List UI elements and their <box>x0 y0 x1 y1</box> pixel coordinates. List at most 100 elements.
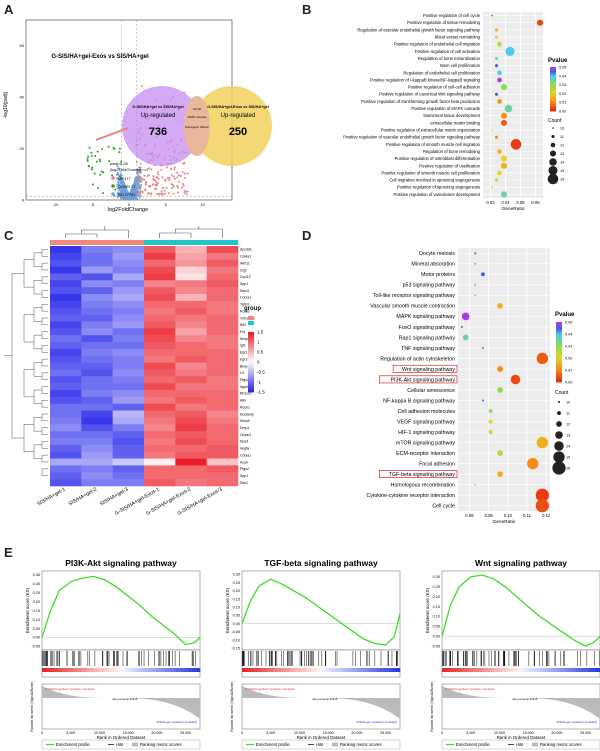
heatmap-cell <box>50 403 82 411</box>
heatmap-cell <box>50 390 82 398</box>
heatmap-cell <box>144 424 176 432</box>
gsea-rank-colorbar-segment <box>328 668 334 672</box>
volcano-point-no <box>128 198 130 201</box>
heatmap-cell <box>206 451 239 459</box>
gsea-rank-colorbar-segment <box>285 668 290 672</box>
heatmap-cell <box>50 376 82 384</box>
panel-label-b: B <box>302 2 312 17</box>
volcano-point-no <box>119 191 121 194</box>
heatmap-cell <box>175 342 207 350</box>
gsea-rank-frame <box>41 683 201 730</box>
dotplot-point <box>497 41 502 47</box>
volcano-point-no <box>118 177 121 180</box>
pvalue-colorbar-segment <box>556 364 562 366</box>
heatmap-cell <box>81 348 113 357</box>
heatmap-cell <box>175 294 207 302</box>
dotplot-point <box>494 64 499 68</box>
gsea-rank-colorbar-segment <box>521 668 526 672</box>
gsea-rank-colorbar-segment <box>352 668 357 672</box>
gsea-rank-colorbar-segment <box>192 668 197 672</box>
pvalue-colorbar-segment <box>550 105 556 107</box>
go-pvalue-title: Pvalue <box>548 58 568 64</box>
heatmap-cell <box>175 355 207 363</box>
gsea-rank-colorbar-segment <box>42 668 47 672</box>
pvalue-colorbar-segment <box>556 341 562 344</box>
dotplot-term-label: Cytokine-cytokine receptor interaction <box>366 493 455 499</box>
venn-left-count: 736 <box>149 126 167 138</box>
heatmap-colorbar-segment <box>248 354 254 357</box>
volcano-point-up <box>178 180 181 183</box>
heatmap-cell <box>175 246 207 254</box>
group-legend-swatch <box>248 321 254 325</box>
dotplot-term-label: Vascular smooth muscle contraction <box>370 304 455 310</box>
heatmap-cell <box>206 342 239 350</box>
dotplot-point <box>474 252 477 255</box>
heatmap-cell <box>112 472 145 480</box>
heatmap-cell <box>206 252 239 261</box>
pvalue-tick: 0.02 <box>565 357 572 361</box>
heatmap-cell <box>206 355 239 363</box>
volcano-point-down <box>99 173 102 176</box>
heatmap-gene-label: Dcstamp <box>240 412 254 416</box>
gsea-rank-x-tick: 25,000 <box>180 731 191 735</box>
count-legend-dot <box>552 127 554 129</box>
volcano-x-tick: -10 <box>53 202 60 207</box>
pvalue-colorbar-segment <box>556 331 562 333</box>
gsea-rank-colorbar-segment <box>45 668 51 672</box>
heatmap-colorbar-segment <box>248 360 254 363</box>
gsea-y-tick: 0.30 <box>233 573 240 577</box>
gsea-y-tick: 0.00 <box>233 622 240 626</box>
heatmap-cell <box>206 417 239 425</box>
pvalue-colorbar-segment <box>556 343 562 345</box>
volcano-point-up <box>183 161 186 164</box>
dotplot-point <box>494 178 499 182</box>
heatmap-cell <box>81 321 113 329</box>
heatmap-gene-label: Col3a1 <box>240 453 251 457</box>
volcano-point-up <box>185 193 188 196</box>
heatmap-gene-label: Ptgs2 <box>240 378 249 382</box>
heatmap-cell <box>144 369 176 377</box>
gsea-rank-frame <box>441 683 600 730</box>
gsea-rank-colorbar-segment <box>196 668 201 672</box>
volcano-y-label: -log10(padj) <box>3 91 9 118</box>
heatmap-colorbar-segment <box>248 384 254 387</box>
gsea-rank-colorbar-segment <box>160 668 165 672</box>
gsea-rank-x-tick: 15,000 <box>523 731 534 735</box>
volcano-legend-title2: |log2FoldChange|>=1 <box>110 167 149 172</box>
gsea-rank-colorbar-segment <box>321 668 326 672</box>
heatmap-cell <box>81 273 113 281</box>
gsea-rank-colorbar-segment <box>528 668 534 672</box>
heatmap-cell <box>175 369 207 377</box>
heatmap-cell <box>50 424 82 432</box>
heatmap-colorbar-segment <box>248 341 254 343</box>
gsea-rank-colorbar-segment <box>49 668 55 672</box>
heatmap-cell <box>175 444 207 453</box>
heatmap-cell <box>112 396 145 405</box>
gsea-rank-colorbar-segment <box>489 668 494 672</box>
heatmap-cell <box>206 362 239 370</box>
volcano-point-down <box>86 160 89 163</box>
dotplot-point <box>497 70 502 76</box>
heatmap-cell <box>112 328 145 336</box>
gsea-rank-colorbar-segment <box>132 668 138 672</box>
heatmap-cell <box>144 431 176 439</box>
heatmap-cell <box>50 410 82 418</box>
dotplot-point <box>536 352 549 365</box>
pvalue-colorbar-segment <box>556 328 562 330</box>
volcano-x-tick: 10 <box>200 202 205 207</box>
gsea-rank-x-tick: 0 <box>241 731 243 735</box>
kegg-count-title: Count <box>555 390 569 396</box>
volcano-point-no <box>136 173 139 176</box>
pvalue-colorbar-segment <box>556 337 562 339</box>
heatmap-cell <box>175 438 207 446</box>
heatmap-cell <box>50 252 82 261</box>
gsea-rank-x-tick: 20,000 <box>151 731 162 735</box>
pvalue-colorbar-segment <box>550 69 556 71</box>
kegg-pvalue-title: Pvalue <box>555 312 575 318</box>
group-legend-swatch <box>248 316 254 320</box>
count-legend-dot <box>554 441 564 451</box>
heatmap-colorbar-segment <box>248 351 254 354</box>
dotplot-term-label: Positive regulation of cell activation <box>415 49 481 54</box>
pvalue-colorbar-segment <box>550 84 556 87</box>
dotplot-point <box>500 155 508 162</box>
